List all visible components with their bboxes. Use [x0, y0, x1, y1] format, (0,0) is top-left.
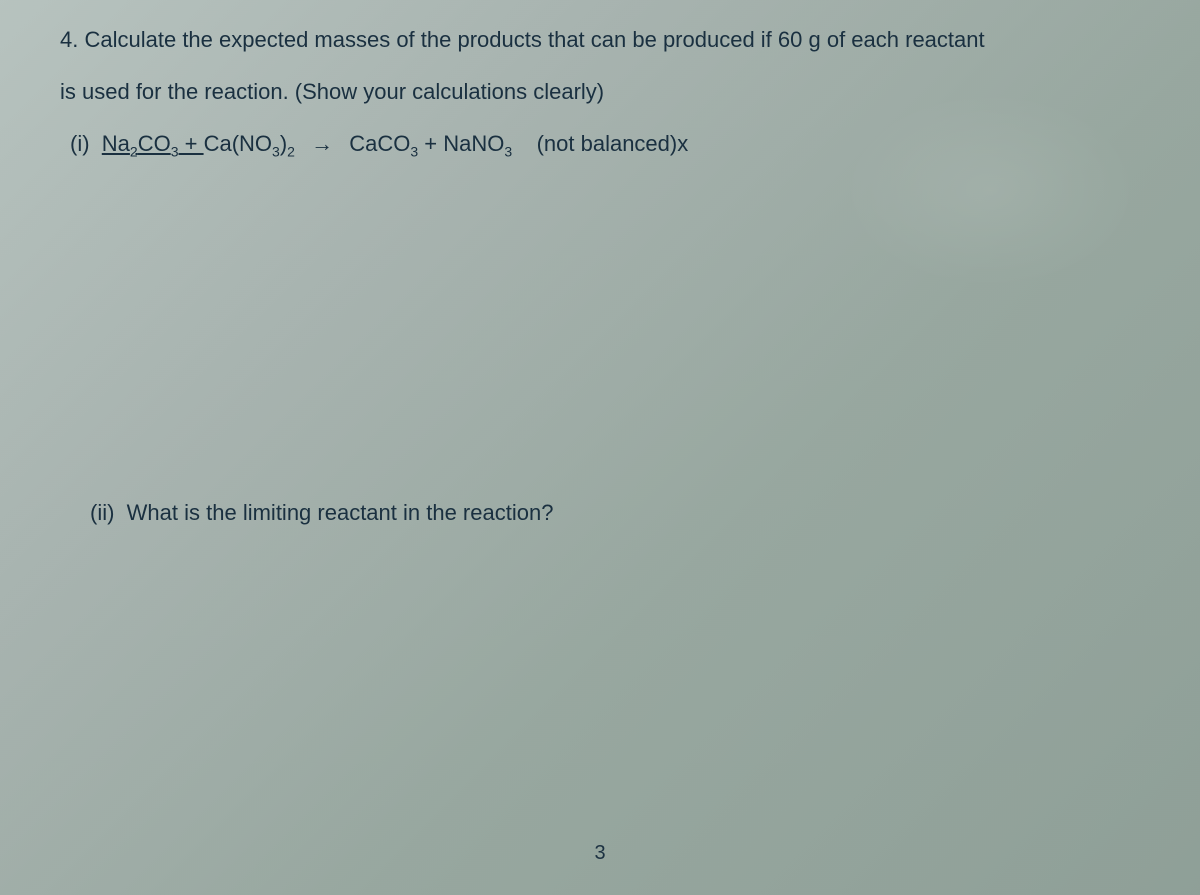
part-ii-label: (ii) [90, 500, 114, 525]
balance-note: (not balanced)x [537, 131, 689, 156]
question-line1: Calculate the expected masses of the pro… [84, 27, 984, 52]
question-number: 4. [60, 27, 78, 52]
page-number: 3 [594, 842, 605, 865]
chemical-equation: (i) Na2CO3 + Ca(NO3)2 → CaCO3 + NaNO3 (n… [60, 131, 1150, 159]
part-ii-question: (ii) What is the limiting reactant in th… [60, 500, 1150, 526]
question-prompt-line2: is used for the reaction. (Show your cal… [60, 72, 1150, 112]
product-1: CaCO3 [349, 131, 418, 156]
reactant-1: Na2CO3 + [102, 131, 204, 156]
question-prompt: 4. Calculate the expected masses of the … [60, 20, 1150, 60]
product-2: NaNO3 [443, 131, 512, 156]
part-ii-text: What is the limiting reactant in the rea… [127, 500, 554, 525]
reaction-arrow: → [311, 131, 333, 156]
part-i-label: (i) [70, 131, 90, 156]
reactant-2: Ca(NO3)2 [204, 131, 295, 156]
